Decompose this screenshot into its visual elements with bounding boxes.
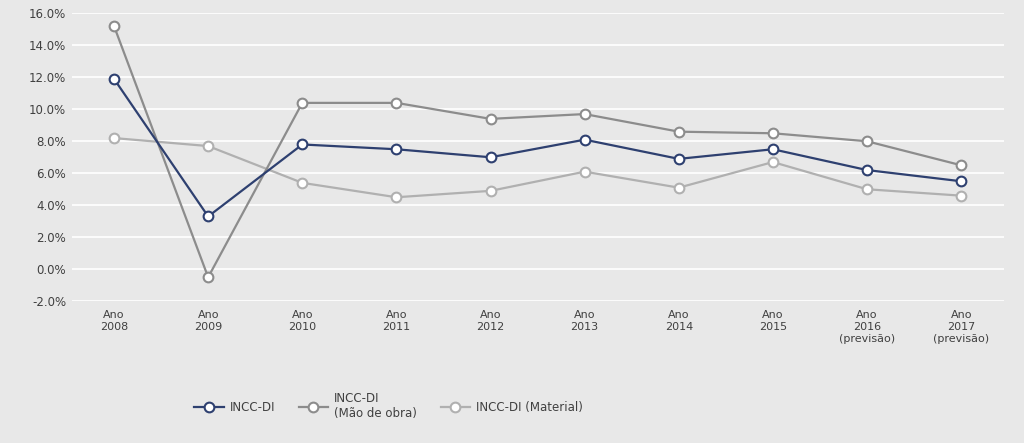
- INCC-DI: [108, 76, 120, 82]
- INCC-DI
(Mão de obra): [202, 275, 214, 280]
- INCC-DI
(Mão de obra): [673, 129, 685, 134]
- INCC-DI: [861, 167, 873, 173]
- Line: INCC-DI
(Mão de obra): INCC-DI (Mão de obra): [110, 21, 966, 282]
- INCC-DI
(Mão de obra): [579, 112, 591, 117]
- Line: INCC-DI (Material): INCC-DI (Material): [110, 133, 966, 202]
- INCC-DI
(Mão de obra): [955, 163, 968, 168]
- INCC-DI
(Mão de obra): [767, 131, 779, 136]
- INCC-DI (Material): [861, 187, 873, 192]
- INCC-DI (Material): [673, 185, 685, 190]
- INCC-DI (Material): [108, 136, 120, 141]
- INCC-DI (Material): [579, 169, 591, 175]
- INCC-DI (Material): [484, 188, 497, 194]
- INCC-DI
(Mão de obra): [108, 23, 120, 29]
- INCC-DI: [484, 155, 497, 160]
- INCC-DI (Material): [296, 180, 308, 186]
- Line: INCC-DI: INCC-DI: [110, 74, 966, 222]
- Legend: INCC-DI, INCC-DI
(Mão de obra), INCC-DI (Material): INCC-DI, INCC-DI (Mão de obra), INCC-DI …: [189, 388, 588, 425]
- INCC-DI
(Mão de obra): [296, 100, 308, 105]
- INCC-DI: [673, 156, 685, 162]
- INCC-DI
(Mão de obra): [484, 116, 497, 121]
- INCC-DI: [955, 179, 968, 184]
- INCC-DI (Material): [767, 159, 779, 165]
- INCC-DI: [579, 137, 591, 142]
- INCC-DI: [202, 214, 214, 219]
- INCC-DI (Material): [390, 194, 402, 200]
- INCC-DI: [767, 147, 779, 152]
- INCC-DI: [390, 147, 402, 152]
- INCC-DI (Material): [202, 144, 214, 149]
- INCC-DI: [296, 142, 308, 147]
- INCC-DI
(Mão de obra): [861, 139, 873, 144]
- INCC-DI (Material): [955, 193, 968, 198]
- INCC-DI
(Mão de obra): [390, 100, 402, 105]
